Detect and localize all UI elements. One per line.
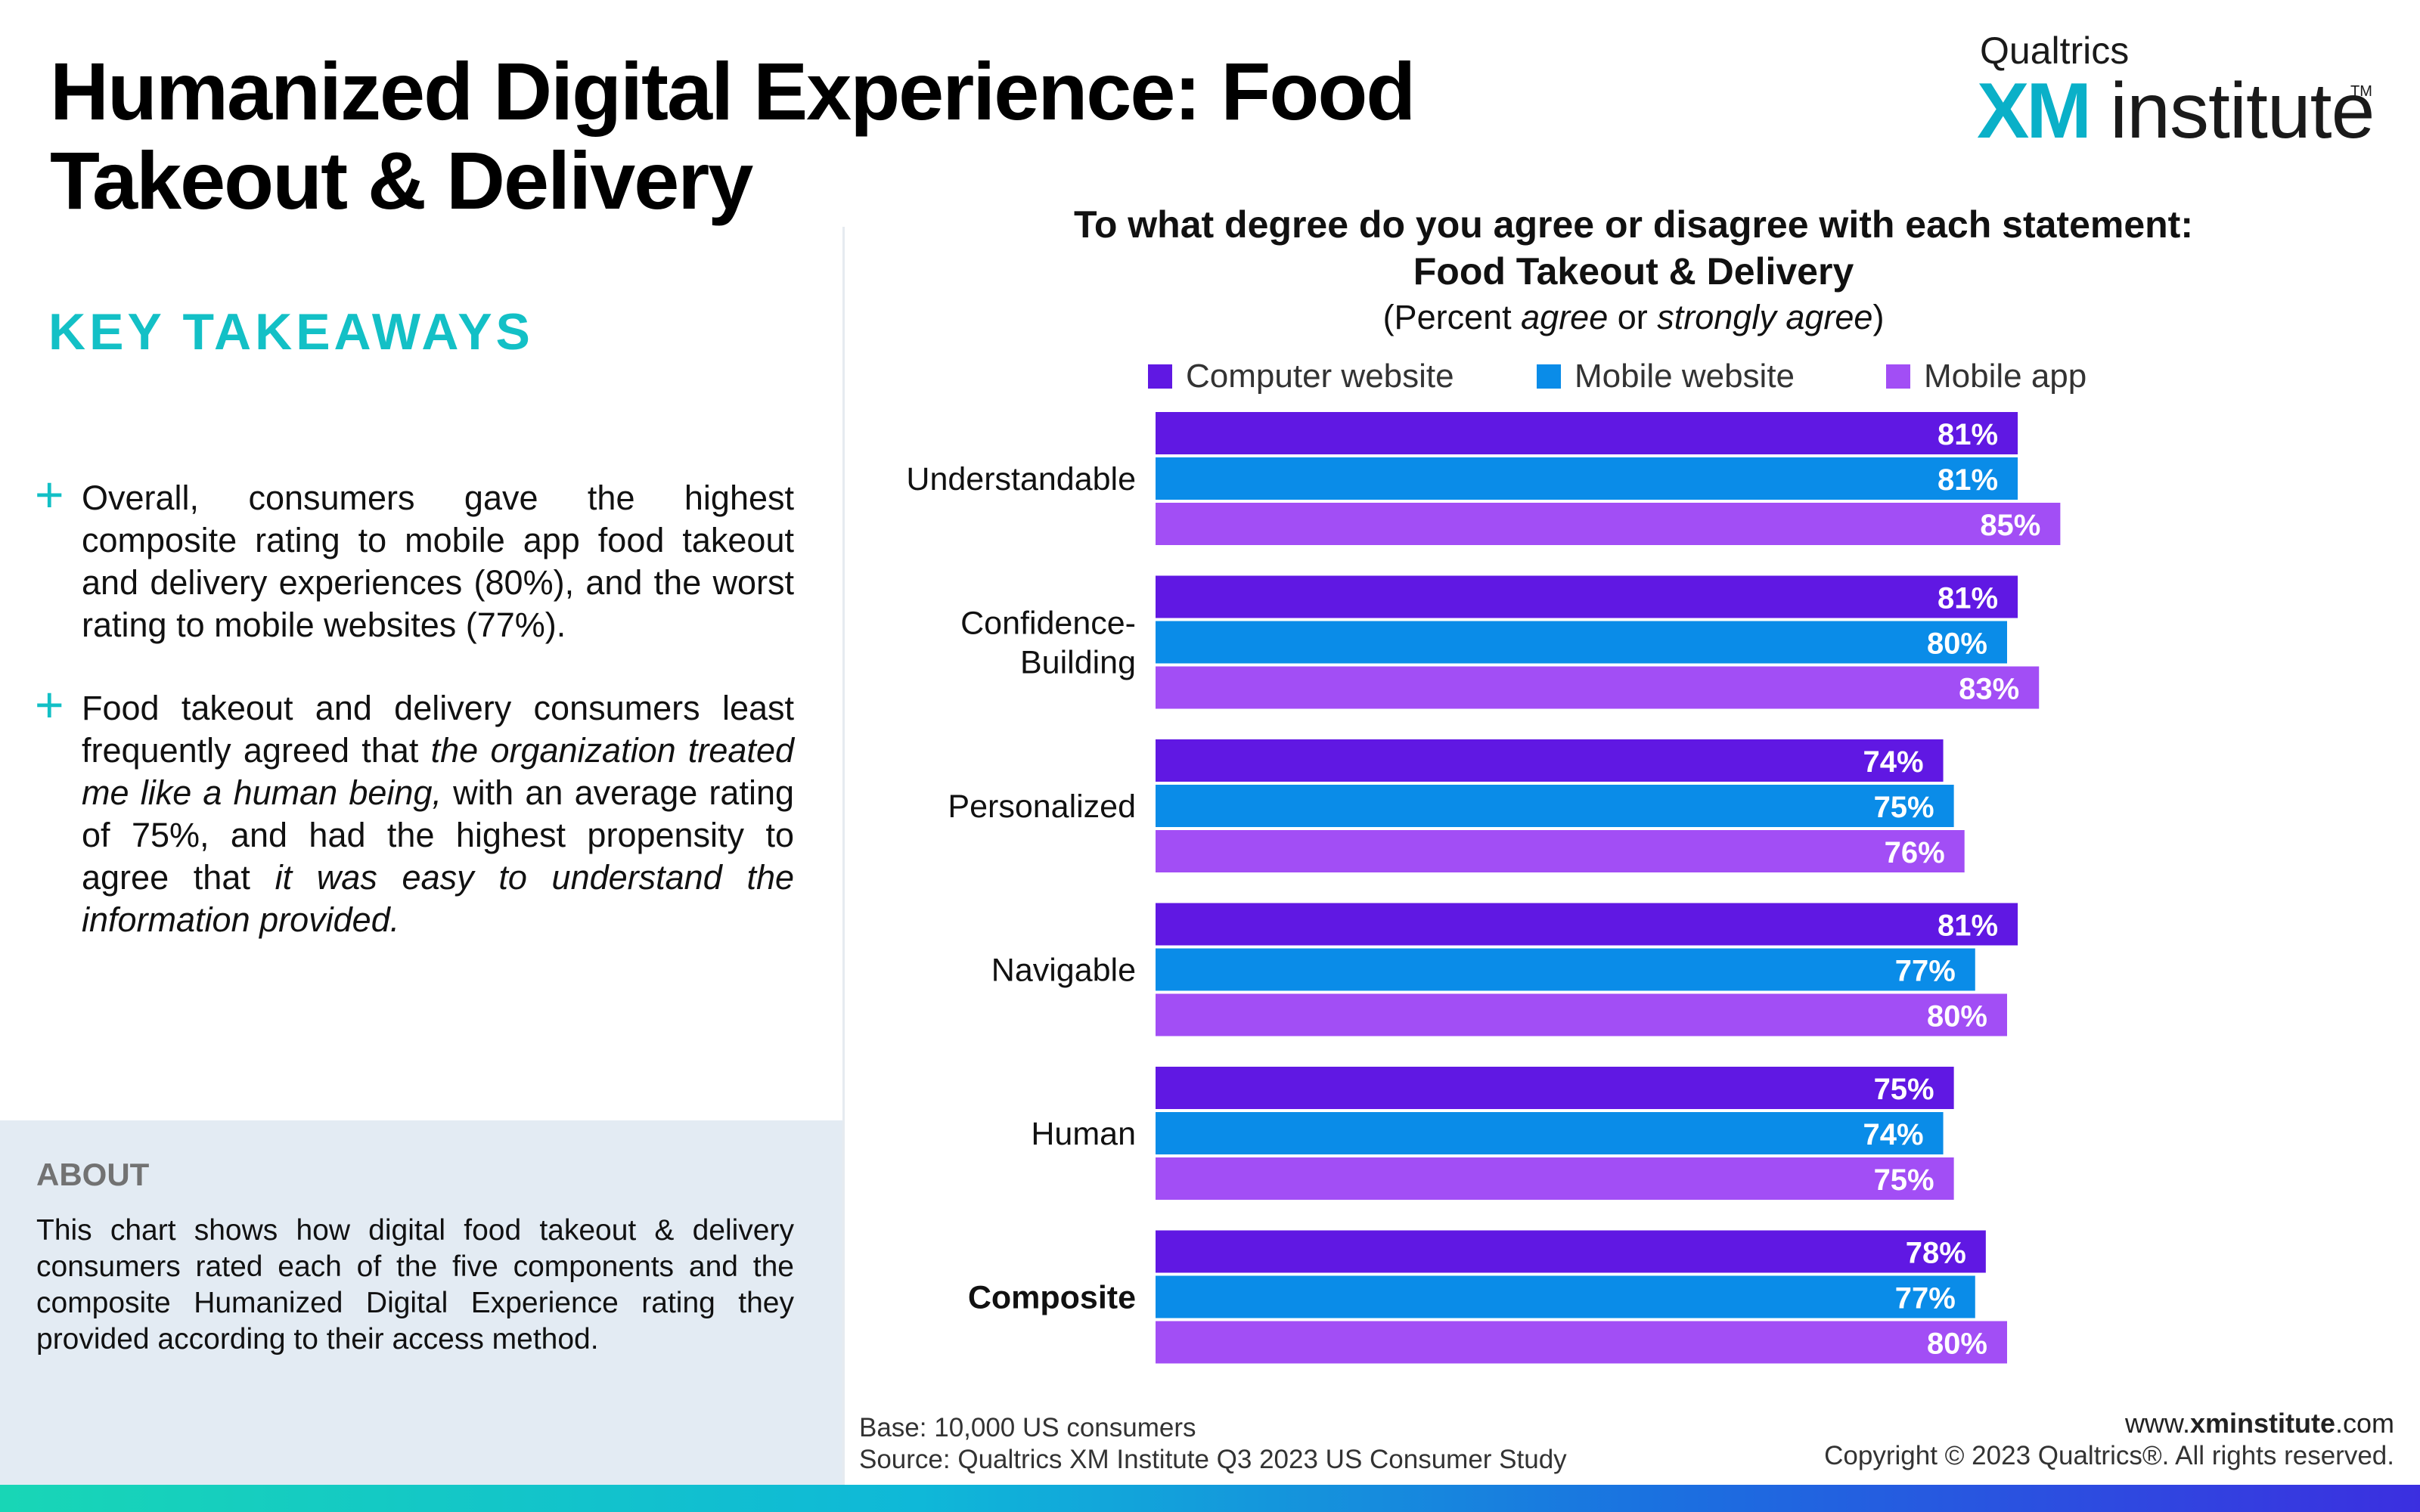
data-label: 81%	[1938, 582, 1998, 615]
plus-icon: +	[35, 466, 64, 522]
data-label: 77%	[1895, 1282, 1956, 1315]
chart-note-italic: agree	[1521, 298, 1609, 336]
logo-institute-text: institute	[2110, 67, 2375, 155]
about-heading: ABOUT	[36, 1157, 150, 1192]
category-label: Confidence-	[960, 606, 1136, 642]
data-label: 75%	[1874, 1163, 1934, 1197]
chart-question: To what degree do you agree or disagree …	[1074, 203, 2193, 246]
bar	[1156, 412, 2018, 454]
data-label: 76%	[1885, 836, 1945, 869]
data-label: 80%	[1927, 1000, 1987, 1033]
bar	[1156, 1275, 1975, 1318]
website-name: xminstitute	[2189, 1408, 2335, 1439]
legend-swatch	[1537, 364, 1561, 389]
xm-institute-logo: Qualtrics XM institute TM	[1977, 29, 2375, 155]
chart-note-text: or	[1608, 298, 1658, 336]
bar	[1156, 1230, 1986, 1273]
bar	[1156, 503, 2061, 545]
bar	[1156, 621, 2007, 664]
page-title: Humanized Digital Experience: Food Takeo…	[50, 45, 1416, 226]
bar	[1156, 1157, 1954, 1200]
data-label: 74%	[1863, 745, 1923, 779]
footer-gradient-band	[0, 1485, 2420, 1512]
legend-item-mobile-app: Mobile app	[1886, 355, 2086, 398]
bar	[1156, 785, 1954, 827]
data-label: 81%	[1938, 463, 1998, 497]
chart-note-italic: strongly agree	[1657, 298, 1873, 336]
category-label: Understandable	[906, 461, 1136, 497]
takeaway-bullet-2: Food takeout and delivery consumers leas…	[82, 687, 794, 941]
plus-icon: +	[35, 677, 64, 733]
category-label: Composite	[968, 1280, 1136, 1316]
bar	[1156, 948, 1975, 991]
data-label: 83%	[1959, 673, 2019, 706]
logo-trademark: TM	[2350, 83, 2372, 100]
bar	[1156, 830, 1965, 872]
bar	[1156, 1067, 1954, 1109]
logo-xm-text: XM	[1977, 67, 2092, 155]
bar	[1156, 739, 1944, 782]
category-label: Navigable	[991, 953, 1136, 989]
website-link[interactable]: www.xminstitute.com	[2125, 1408, 2394, 1439]
takeaway-bullet-1: Overall, consumers gave the highest comp…	[82, 479, 794, 644]
bullet-2-text: with an average rating of 75%, and had t…	[82, 773, 794, 897]
data-label: 78%	[1906, 1237, 1966, 1270]
key-takeaways-heading: KEY TAKEAWAYS	[48, 303, 534, 361]
copyright-text: Copyright © 2023 Qualtrics®. All rights …	[1824, 1441, 2394, 1470]
legend-label: Computer website	[1186, 358, 1454, 395]
category-label: Personalized	[948, 789, 1136, 825]
website-prefix: www.	[2124, 1408, 2190, 1439]
category-label: Building	[1020, 645, 1136, 681]
chart-subtitle: Food Takeout & Delivery	[1413, 250, 1854, 293]
legend-label: Mobile app	[1924, 358, 2087, 395]
legend-item-computer-website: Computer website	[1148, 355, 1454, 398]
base-note: Base: 10,000 US consumers	[859, 1413, 1196, 1442]
bar	[1156, 903, 2018, 946]
category-label: Human	[1031, 1116, 1136, 1152]
bar	[1156, 993, 2007, 1036]
bar	[1156, 666, 2040, 709]
legend-item-mobile-website: Mobile website	[1537, 355, 1795, 398]
about-text: This chart shows how digital food takeou…	[36, 1214, 794, 1356]
about-panel	[0, 1120, 844, 1485]
vertical-divider	[842, 227, 845, 1485]
bar	[1156, 575, 2018, 618]
data-label: 81%	[1938, 909, 1998, 943]
data-label: 74%	[1863, 1118, 1923, 1151]
bullet-2-text: Food takeout and delivery consumers leas…	[82, 689, 794, 770]
bar	[1156, 457, 2018, 500]
legend-label: Mobile website	[1575, 358, 1795, 395]
data-label: 81%	[1938, 418, 1998, 451]
logo-qualtrics-text: Qualtrics	[1980, 29, 2130, 72]
chart-note-text: (Percent	[1382, 298, 1522, 336]
bar	[1156, 1112, 1944, 1154]
data-label: 80%	[1927, 627, 1987, 661]
chart-note-text: )	[1872, 298, 1885, 336]
bullet-2-italic-2: it was easy to understand the informatio…	[82, 858, 795, 939]
data-label: 75%	[1874, 1073, 1934, 1106]
data-label: 85%	[1980, 509, 2040, 542]
chart-note: (Percent agree or strongly agree)	[870, 298, 2397, 337]
legend-swatch	[1886, 364, 1910, 389]
data-label: 75%	[1874, 791, 1934, 824]
website-suffix: .com	[2335, 1408, 2394, 1439]
data-label: 80%	[1927, 1328, 1987, 1361]
data-label: 77%	[1895, 955, 1956, 988]
bar	[1156, 1321, 2007, 1364]
bullet-2-italic-1: the organization treated me like a human…	[82, 731, 794, 812]
source-note: Source: Qualtrics XM Institute Q3 2023 U…	[859, 1445, 1567, 1474]
legend-swatch	[1148, 364, 1172, 389]
